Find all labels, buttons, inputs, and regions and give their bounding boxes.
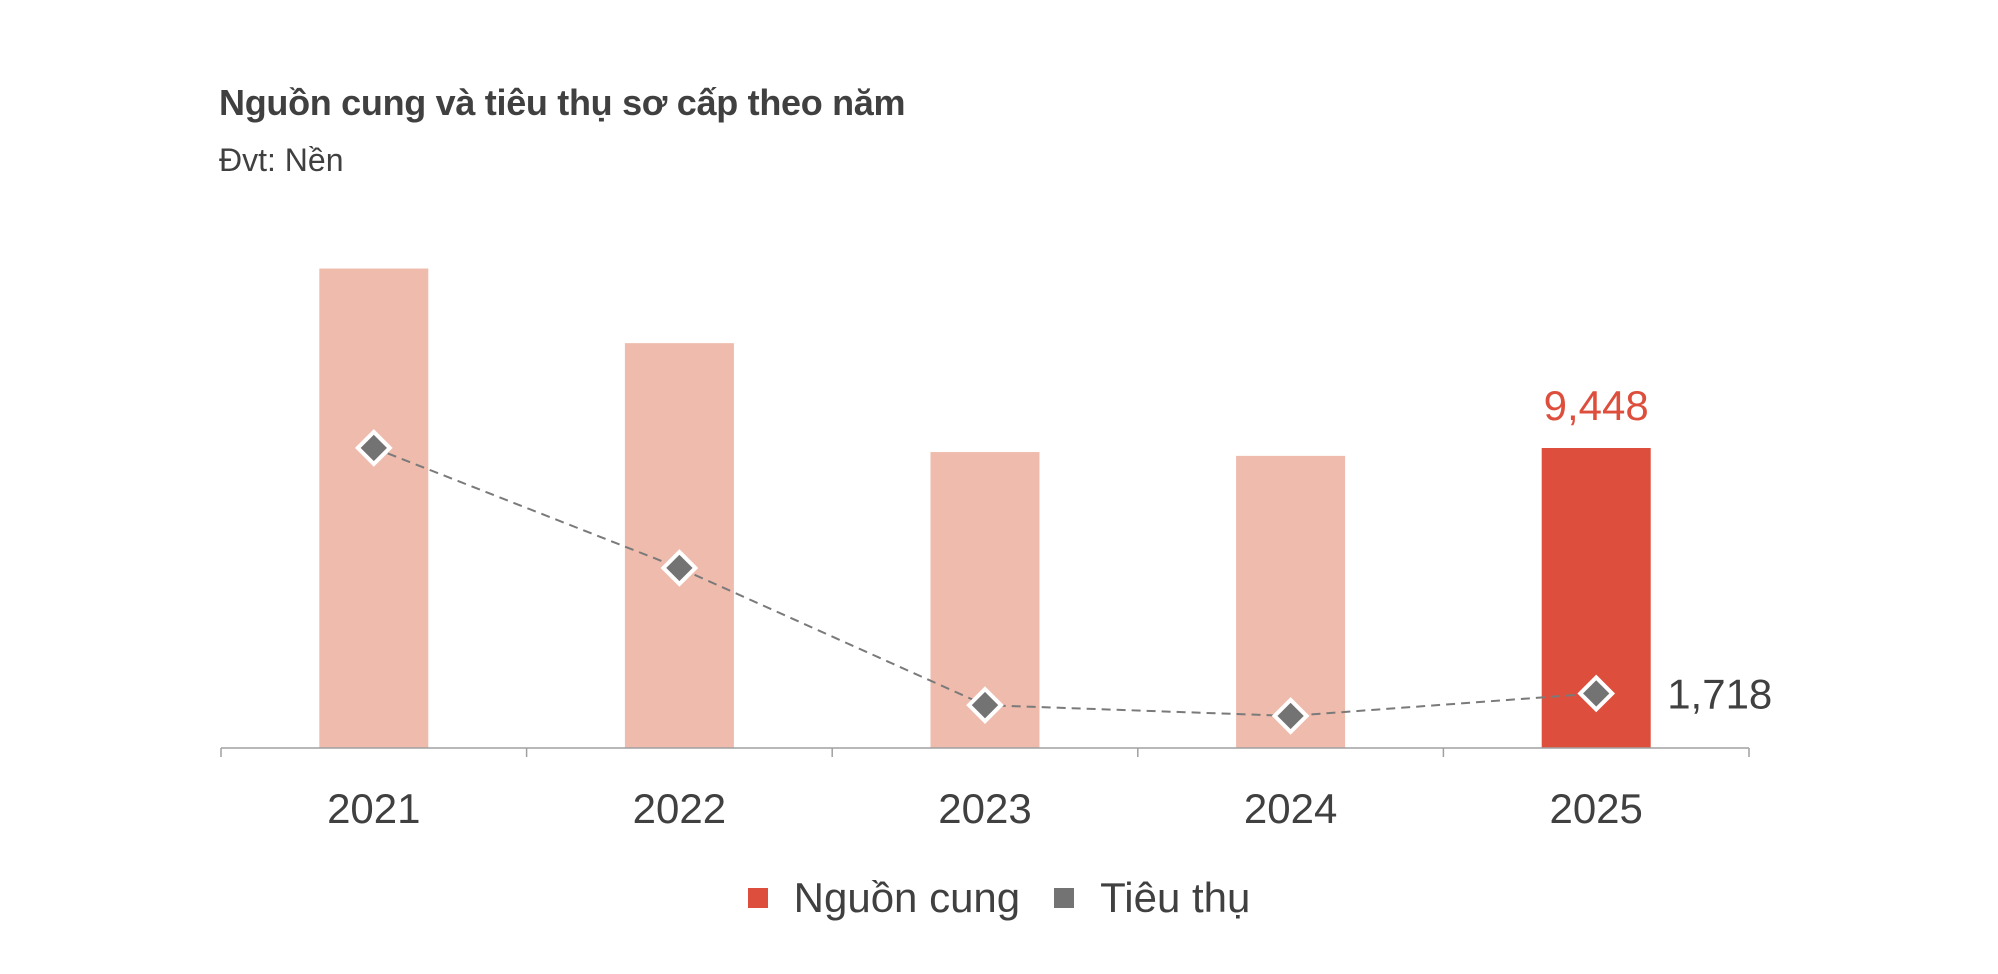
x-axis-label-2023: 2023 — [938, 785, 1031, 832]
diamond-marker-icon-2023 — [966, 686, 1004, 724]
chart-subtitle-unit: Đvt: Nền — [219, 142, 344, 178]
data-label-supply-2025: 9,448 — [1544, 382, 1649, 429]
legend-label-consumption: Tiêu thụ — [1100, 874, 1251, 921]
chart-title: Nguồn cung và tiêu thụ sơ cấp theo năm — [219, 82, 906, 123]
legend-swatch-consumption-icon — [1054, 888, 1075, 908]
x-axis-label-2022: 2022 — [633, 785, 726, 832]
legend-item-supply: Nguồn cung — [747, 874, 1021, 922]
diamond-marker-icon-2022 — [660, 549, 699, 587]
bar-supply-2022 — [624, 343, 734, 748]
legend-swatch-supply-icon — [747, 888, 768, 908]
data-label-consumption-2025: 1,718 — [1667, 670, 1772, 717]
x-axis-label-2021: 2021 — [327, 785, 420, 832]
chart-legend: Nguồn cung Tiêu thụ — [0, 874, 1998, 922]
x-axis-label-2024: 2024 — [1244, 785, 1337, 832]
legend-item-consumption: Tiêu thụ — [1054, 874, 1250, 922]
bar-supply-2021 — [319, 268, 429, 748]
legend-label-supply: Nguồn cung — [793, 874, 1021, 921]
x-axis-label-2025: 2025 — [1549, 785, 1642, 832]
diamond-marker-icon-2024 — [1271, 697, 1310, 735]
diamond-marker-icon-2025 — [1577, 674, 1616, 713]
diamond-marker-icon-2021 — [354, 429, 393, 467]
